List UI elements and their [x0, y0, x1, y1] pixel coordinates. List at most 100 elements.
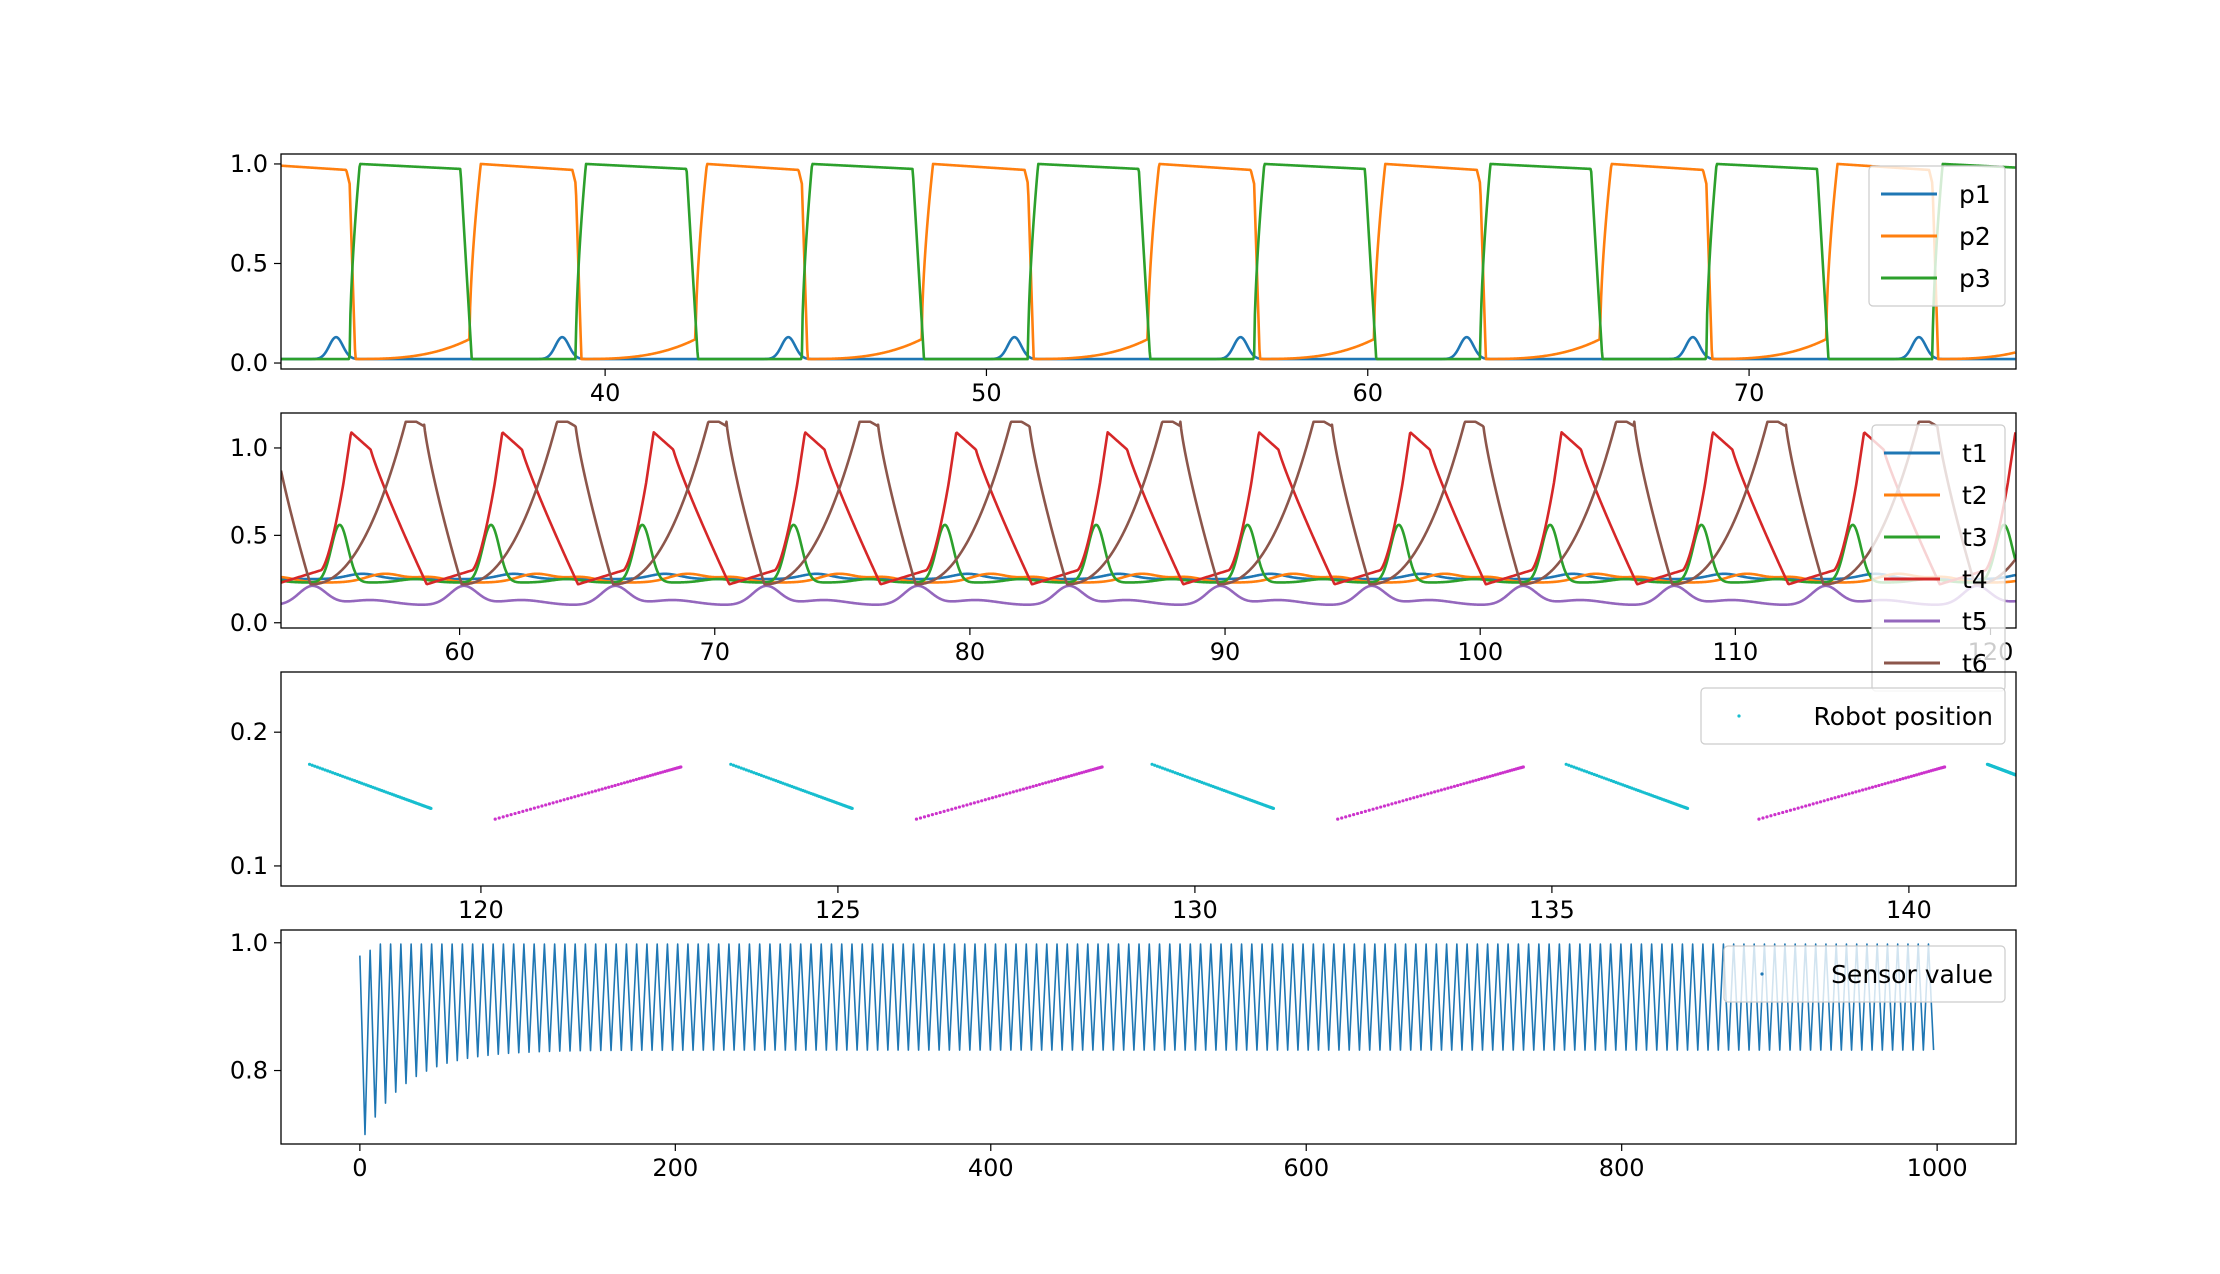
robot-point — [1405, 798, 1408, 801]
robot-point — [1887, 781, 1890, 784]
robot-point — [1840, 794, 1843, 797]
robot-point — [1053, 779, 1056, 782]
robot-point — [1488, 775, 1491, 778]
robot-point — [1910, 775, 1913, 778]
x-tick-label: 100 — [1457, 638, 1503, 666]
robot-point — [1797, 807, 1800, 810]
robot-point — [980, 799, 983, 802]
robot-point — [1012, 790, 1015, 793]
x-tick-label: 400 — [968, 1154, 1014, 1182]
robot-point — [1387, 803, 1390, 806]
robot-point — [1465, 781, 1468, 784]
robot-point — [580, 793, 583, 796]
robot-point — [1468, 780, 1471, 783]
x-tick-label: 1000 — [1907, 1154, 1968, 1182]
legend-label: Robot position — [1814, 702, 1993, 731]
robot-point — [946, 809, 949, 812]
legend-label: t3 — [1962, 523, 1988, 552]
robot-point — [533, 807, 536, 810]
robot-point — [610, 785, 613, 788]
robot-point — [1450, 786, 1453, 789]
robot-point — [1062, 776, 1065, 779]
legend-label: t6 — [1962, 649, 1988, 678]
robot-point — [1812, 802, 1815, 805]
robot-point — [1899, 778, 1902, 781]
robot-point — [1059, 777, 1062, 780]
x-tick-label: 90 — [1210, 638, 1241, 666]
robot-point — [1446, 787, 1449, 790]
robot-point — [1858, 789, 1861, 792]
robot-point — [597, 788, 600, 791]
robot-point — [1416, 795, 1419, 798]
robot-point — [954, 807, 957, 810]
robot-point — [540, 804, 543, 807]
robot-point — [1044, 781, 1047, 784]
robot-point — [601, 787, 604, 790]
legend-label: p1 — [1959, 180, 1991, 209]
robot-point — [1356, 812, 1359, 815]
robot-point — [607, 786, 610, 789]
x-tick-label: 0 — [352, 1154, 367, 1182]
robot-point — [1471, 780, 1474, 783]
robot-point — [915, 818, 918, 821]
robot-point — [1371, 808, 1374, 811]
y-tick-label: 0.0 — [230, 609, 268, 637]
robot-point — [1462, 782, 1465, 785]
robot-point — [635, 778, 638, 781]
y-tick-label: 1.0 — [230, 434, 268, 462]
robot-point — [923, 815, 926, 818]
robot-point — [517, 811, 520, 814]
robot-point — [1830, 797, 1833, 800]
x-tick-label: 70 — [1734, 379, 1765, 407]
robot-point — [1436, 789, 1439, 792]
robot-point — [1025, 787, 1028, 790]
robot-point — [962, 804, 965, 807]
robot-point — [1440, 788, 1443, 791]
robot-point — [1901, 777, 1904, 780]
x-tick-label: 140 — [1886, 896, 1932, 924]
y-tick-label: 0.0 — [230, 349, 268, 377]
robot-point — [513, 812, 516, 815]
legend-swatch — [1760, 972, 1763, 975]
robot-point — [577, 794, 580, 797]
robot-point — [1368, 809, 1371, 812]
robot-point — [1785, 810, 1788, 813]
robot-point — [1100, 765, 1103, 768]
y-tick-label: 0.8 — [230, 1057, 268, 1085]
robot-point — [1001, 793, 1004, 796]
robot-point — [1486, 775, 1489, 778]
robot-point — [1409, 797, 1412, 800]
robot-point — [1823, 799, 1826, 802]
robot-point — [1907, 775, 1910, 778]
robot-point — [1826, 798, 1829, 801]
robot-point — [1028, 786, 1031, 789]
robot-point — [1443, 787, 1446, 790]
robot-point — [1390, 802, 1393, 805]
x-tick-label: 40 — [590, 379, 621, 407]
robot-point — [1854, 790, 1857, 793]
robot-point — [1426, 792, 1429, 795]
robot-point — [1032, 785, 1035, 788]
robot-point — [502, 815, 505, 818]
robot-point — [1459, 783, 1462, 786]
robot-point — [943, 810, 946, 813]
robot-point — [620, 782, 623, 785]
robot-point — [1761, 816, 1764, 819]
robot-point — [931, 813, 934, 816]
legend-label: t5 — [1962, 607, 1988, 636]
robot-point — [994, 795, 997, 798]
robot-point — [1064, 775, 1067, 778]
y-tick-label: 1.0 — [230, 929, 268, 957]
legend-label: t4 — [1962, 565, 1988, 594]
robot-point — [1868, 787, 1871, 790]
legend-label: p3 — [1959, 264, 1991, 293]
robot-point — [1880, 783, 1883, 786]
robot-point — [976, 800, 979, 803]
legend-swatch — [1737, 714, 1740, 717]
legend-label: Sensor value — [1831, 960, 1993, 989]
robot-point — [919, 816, 922, 819]
robot-point — [506, 814, 509, 817]
robot-point — [965, 803, 968, 806]
robot-point — [1890, 780, 1893, 783]
robot-point — [1837, 795, 1840, 798]
